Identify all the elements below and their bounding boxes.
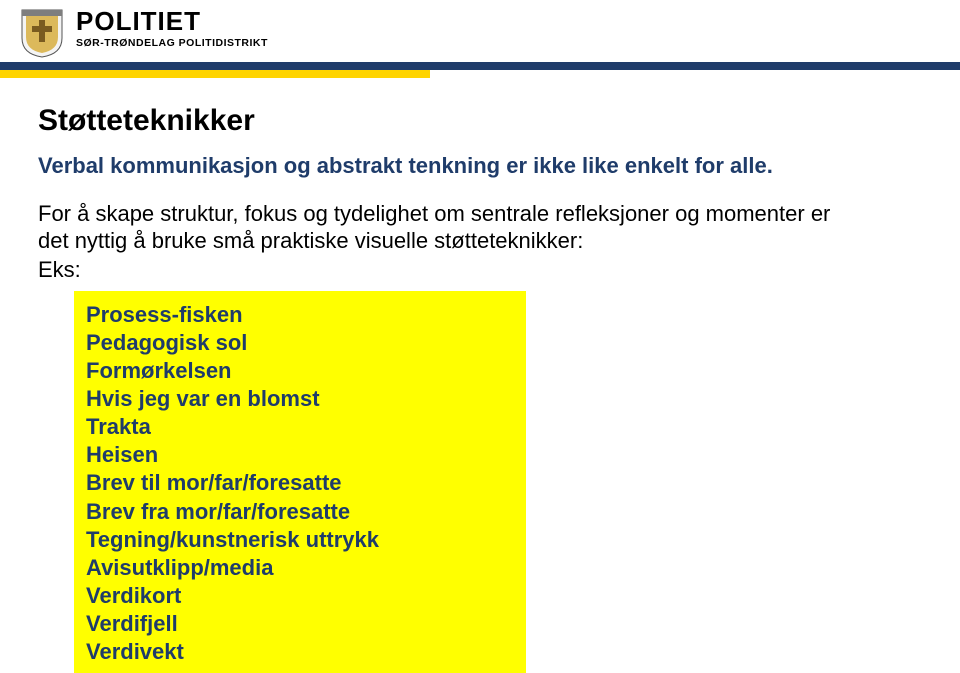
slide-lead: Verbal kommunikasjon og abstrakt tenknin… [38,152,920,180]
police-crest-icon [20,8,64,58]
list-item: Brev til mor/far/foresatte [86,469,514,497]
list-item: Prosess-fisken [86,301,514,329]
list-item: Heisen [86,441,514,469]
techniques-list-box: Prosess-fisken Pedagogisk sol Formørkels… [74,291,526,673]
slide-content: Støtteteknikker Verbal kommunikasjon og … [38,104,920,673]
brand-sub: SØR-TRØNDELAG POLITIDISTRIKT [76,38,268,49]
list-item: Verdikort [86,582,514,610]
list-item: Verdivekt [86,638,514,666]
list-item: Verdifjell [86,610,514,638]
header-rule-yellow [0,70,430,78]
list-item: Avisutklipp/media [86,554,514,582]
list-item: Hvis jeg var en blomst [86,385,514,413]
slide-body: For å skape struktur, fokus og tydelighe… [38,200,858,255]
list-item: Formørkelsen [86,357,514,385]
list-item: Brev fra mor/far/foresatte [86,498,514,526]
brand-text: POLITIET SØR-TRØNDELAG POLITIDISTRIKT [76,8,268,49]
header-bar: POLITIET SØR-TRØNDELAG POLITIDISTRIKT [0,0,960,60]
slide-eks-label: Eks: [38,257,920,283]
header-rule-blue [0,62,960,70]
list-item: Pedagogisk sol [86,329,514,357]
list-item: Tegning/kunstnerisk uttrykk [86,526,514,554]
brand-main: POLITIET [76,8,268,34]
brand-block: POLITIET SØR-TRØNDELAG POLITIDISTRIKT [20,8,268,58]
list-item: Trakta [86,413,514,441]
slide-title: Støtteteknikker [38,104,920,138]
